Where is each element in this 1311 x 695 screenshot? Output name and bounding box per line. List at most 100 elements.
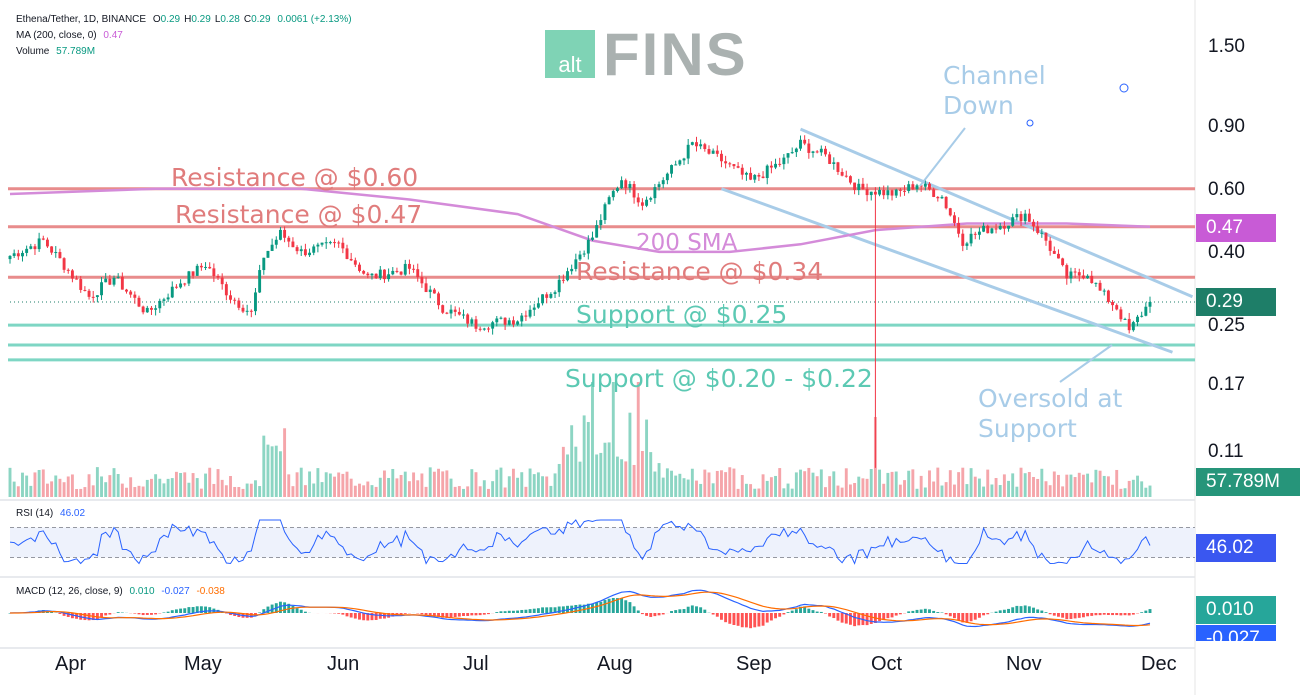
candle-body	[807, 143, 811, 153]
candle-body	[1081, 275, 1085, 279]
candle-body	[374, 273, 378, 278]
candle-body	[740, 167, 744, 175]
ohlc-key: L	[214, 14, 221, 25]
candle-body	[566, 271, 569, 281]
ohlc-value: 0.28	[220, 14, 240, 25]
candle-body	[961, 233, 965, 246]
macd-histogram-bar	[1098, 613, 1102, 616]
candle-body	[407, 263, 411, 269]
candle-body	[1098, 282, 1102, 291]
macd-histogram-bar	[749, 613, 753, 629]
volume-bar	[21, 472, 24, 497]
macd-histogram-bar	[262, 609, 266, 613]
macd-histogram-bar	[915, 609, 919, 613]
rsi-legend[interactable]: RSI (14) 46.02	[16, 508, 85, 519]
candle-body	[549, 293, 553, 298]
macd-histogram-bar	[366, 613, 370, 621]
volume-bar	[728, 467, 732, 497]
volume-bar	[303, 485, 307, 497]
macd-histogram-bar	[87, 613, 91, 621]
candle-body	[45, 239, 49, 247]
candle-body	[944, 196, 948, 209]
candle-body	[1136, 316, 1139, 323]
macd-histogram-bar	[545, 607, 549, 613]
macd-histogram-bar	[574, 604, 578, 613]
macd-histogram-bar	[441, 613, 445, 618]
macd-histogram-bar	[266, 606, 270, 613]
candle-body	[682, 158, 686, 161]
volume-bar	[865, 478, 869, 497]
macd-histogram-bar	[516, 610, 520, 613]
symbol-legend[interactable]: Ethena/Tether, 1D, BINANCE O0.29 H0.29 L0.…	[16, 14, 352, 25]
volume-bar	[25, 475, 29, 497]
volume-bar	[844, 468, 848, 497]
candle-body	[1044, 232, 1048, 241]
candle-body	[707, 149, 711, 154]
macd-histogram-bar	[162, 612, 166, 613]
rsi-badge: 46.02	[1196, 534, 1276, 562]
volume-bar	[387, 477, 391, 497]
candle-body	[894, 189, 898, 196]
ma-legend[interactable]: MA (200, close, 0) 0.47	[16, 30, 123, 41]
volume-bar	[961, 467, 965, 497]
macd-histogram-bar	[799, 606, 802, 613]
candle-body	[690, 142, 694, 145]
candle-body	[757, 174, 761, 177]
rsi-band	[10, 527, 1195, 558]
volume-bar	[761, 474, 765, 497]
candle-body	[711, 150, 715, 154]
volume-bar	[632, 464, 636, 497]
candle-body	[928, 183, 931, 190]
macd-histogram-bar	[1007, 608, 1010, 613]
volume-bar	[1131, 479, 1135, 497]
volume-bar	[699, 483, 703, 497]
volume-bar	[1002, 474, 1006, 497]
candle-body	[699, 144, 703, 147]
macd-histogram-bar	[591, 603, 594, 613]
macd-histogram-bar	[199, 606, 203, 613]
candle-body	[33, 246, 37, 250]
channel-down-label: Channel Down	[943, 61, 1046, 120]
candle-body	[749, 172, 753, 180]
volume-bar	[840, 487, 844, 497]
volume-bar	[274, 445, 278, 497]
macd-histogram-bar	[595, 602, 599, 613]
volume-bar	[87, 474, 91, 497]
macd-histogram-bar	[828, 613, 832, 617]
candle-body	[778, 163, 782, 165]
macd-histogram-bar	[283, 602, 287, 613]
volume-bar	[158, 478, 162, 497]
volume-bar	[661, 477, 665, 497]
candle-body	[366, 273, 370, 276]
candle-body	[187, 271, 191, 284]
ohlc-l: L0.28	[215, 14, 240, 25]
volume-bar	[507, 476, 511, 497]
macd-histogram-bar	[965, 613, 969, 623]
volume-bar	[769, 477, 773, 497]
volume-bar	[370, 485, 374, 497]
macd-histogram-bar	[1036, 609, 1040, 613]
candle-body	[986, 225, 990, 234]
volume-legend[interactable]: Volume 57.789M	[16, 46, 95, 57]
volume-bar	[986, 469, 990, 497]
macd-legend[interactable]: MACD (12, 26, close, 9) 0.010 -0.027 -0.…	[16, 586, 225, 597]
candle-body	[832, 162, 836, 164]
volume-bar	[1023, 473, 1027, 497]
ohlc-key: O	[152, 14, 161, 25]
candle-body	[116, 276, 120, 278]
volume-bar	[803, 471, 807, 497]
candle-body	[445, 312, 449, 314]
candle-body	[395, 270, 399, 272]
candle-body	[1094, 282, 1098, 284]
candle-body	[665, 173, 669, 181]
candle-body	[603, 204, 607, 221]
candle-body	[333, 242, 336, 244]
candle-body	[524, 315, 528, 317]
macd-histogram-bar	[1052, 613, 1056, 616]
candle-body	[765, 165, 769, 179]
rsi-value: 46.02	[60, 508, 86, 519]
volume-bar	[100, 476, 103, 497]
volume-bar	[599, 452, 603, 497]
volume-bar	[316, 468, 320, 497]
